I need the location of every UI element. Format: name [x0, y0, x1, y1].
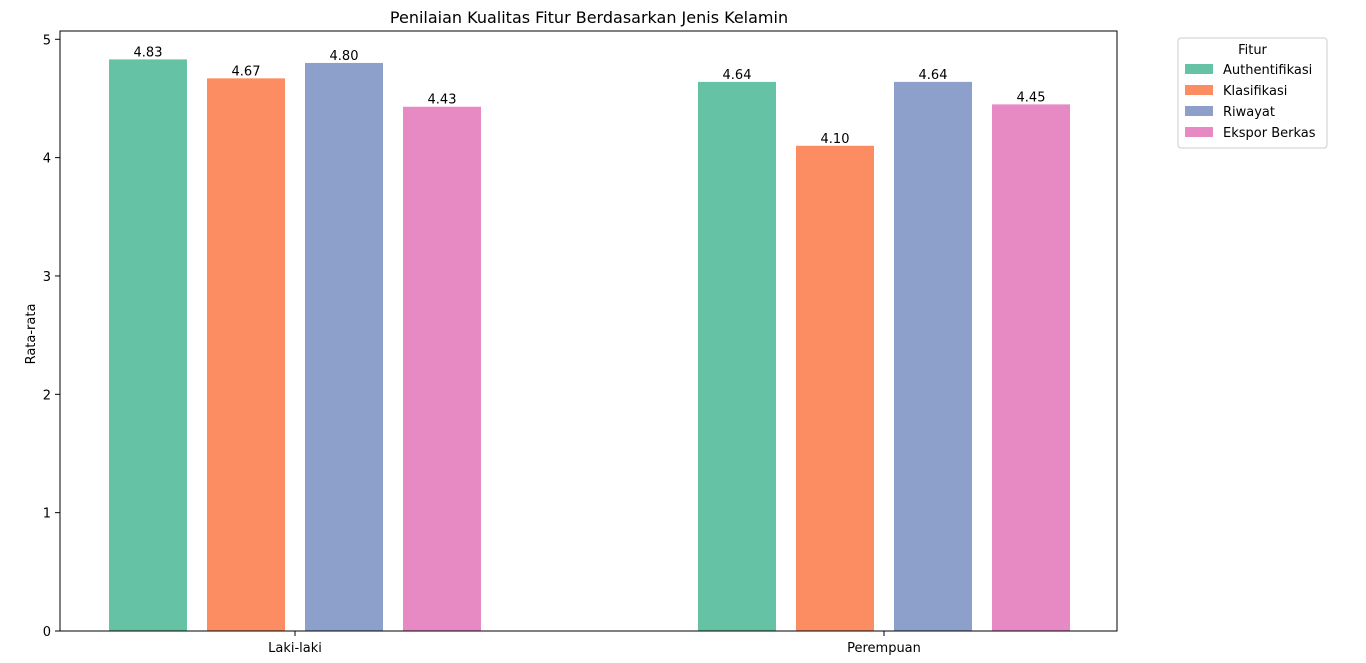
y-tick-label: 1	[43, 507, 51, 522]
y-tick-label: 2	[43, 388, 51, 403]
bar-value-label: 4.67	[232, 64, 261, 79]
bar-value-label: 4.10	[821, 132, 850, 147]
bar-authentifikasi-perempuan	[698, 81, 776, 631]
bar-value-label: 4.45	[1017, 90, 1046, 105]
x-axis: Laki-laki Perempuan	[268, 631, 921, 656]
bar-value-label: 4.80	[330, 49, 359, 64]
bar-ekspor-berkas-laki-laki	[403, 106, 481, 632]
bar-klasifikasi-laki-laki	[207, 78, 285, 631]
chart-title: Penilaian Kualitas Fitur Berdasarkan Jen…	[390, 8, 788, 27]
bar-value-label: 4.83	[134, 45, 163, 60]
legend-box	[1177, 37, 1328, 149]
bar-value-label: 4.64	[723, 68, 752, 83]
y-tick-label: 3	[43, 270, 51, 285]
y-tick-label: 4	[43, 152, 51, 167]
y-axis: 0 1 2 3 4 5	[43, 33, 60, 640]
bar-authentifikasi-laki-laki	[109, 59, 187, 632]
bar-klasifikasi-perempuan	[796, 145, 874, 631]
legend: Fitur Authentifikasi Klasifikasi Riwayat Ek…	[1177, 37, 1328, 149]
bar-value-label: 4.43	[428, 93, 457, 108]
bar-riwayat-perempuan	[894, 81, 972, 631]
y-axis-label: Rata-rata	[24, 304, 39, 365]
legend-swatch	[1185, 64, 1213, 74]
legend-entry-label: Riwayat	[1223, 105, 1275, 120]
bar-labels: 4.83 4.67 4.80 4.43 4.64 4.10 4.64 4.45	[134, 45, 1046, 146]
x-tick-label: Perempuan	[847, 641, 921, 656]
y-tick-label: 0	[43, 625, 51, 640]
bar-value-label: 4.64	[919, 68, 948, 83]
legend-entry-label: Authentifikasi	[1223, 63, 1312, 78]
legend-entry-label: Klasifikasi	[1223, 84, 1287, 99]
plot-area-frame	[59, 30, 1118, 632]
bar-riwayat-laki-laki	[305, 62, 383, 632]
bars	[109, 59, 1070, 632]
legend-swatch	[1185, 85, 1213, 95]
y-tick-label: 5	[43, 33, 51, 48]
legend-swatch	[1185, 127, 1213, 137]
x-tick-label: Laki-laki	[268, 641, 322, 656]
legend-entry-label: Ekspor Berkas	[1223, 126, 1316, 141]
legend-title: Fitur	[1238, 43, 1267, 58]
bar-ekspor-berkas-perempuan	[992, 104, 1070, 631]
legend-swatch	[1185, 106, 1213, 116]
